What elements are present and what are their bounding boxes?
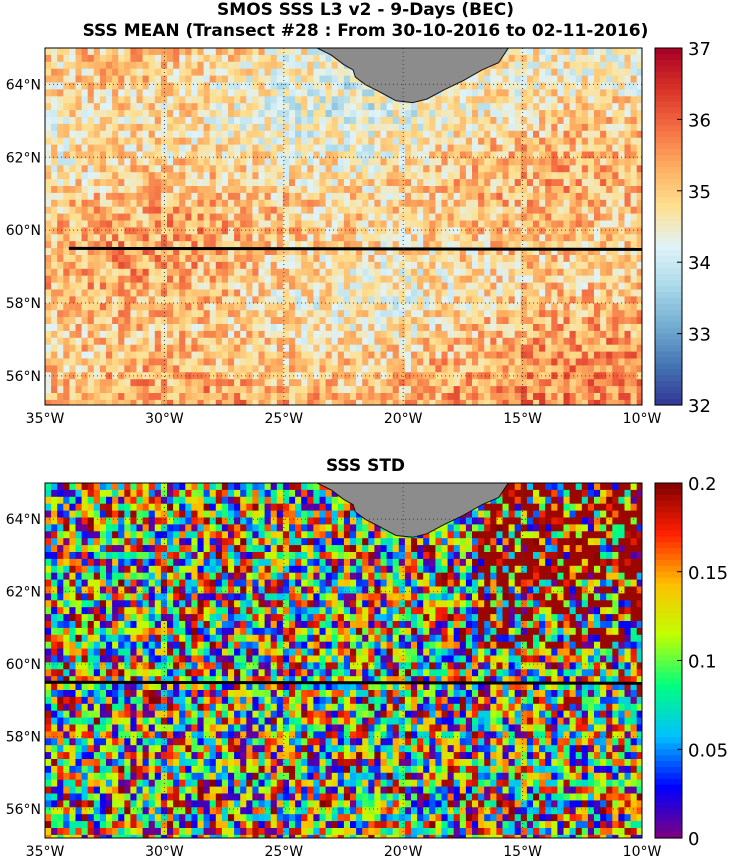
mean-colorbar-tick: 37 [688,39,711,60]
mean-map-frame [44,47,643,406]
std-lon-label: 20°W [384,844,423,860]
mean-lon-label: 25°W [264,411,303,427]
std-colorbar-tick: 0.15 [688,563,728,584]
std-lat-label: 64°N [6,512,41,528]
mean-colorbar-frame [654,47,683,406]
std-panel: 35°W 30°W 25°W 20°W 15°W 10°W 64°N 62°N 60°N 58°N… [6,474,728,860]
mean-lat-label: 60°N [6,223,41,239]
mean-land-iceland [316,48,509,104]
mean-colorbar-tick: 35 [688,182,711,203]
std-lon-label: 30°W [145,844,184,860]
map-title-line1: SMOS SSS L3 v2 - 9-Days (BEC) [217,0,514,20]
std-lat-label: 56°N [6,802,41,818]
std-map-title: SSS STD [325,456,406,476]
map-title-line2: SSS MEAN (Transect #28 : From 30-10-2016… [82,21,649,41]
std-map-frame [44,482,643,839]
std-lon-label: 10°W [623,844,662,860]
std-colorbar-tick: 0.1 [688,652,717,673]
std-lat-label: 62°N [6,585,41,601]
mean-lon-label: 15°W [503,411,542,427]
mean-lon-label: 20°W [384,411,423,427]
mean-lat-label: 62°N [6,150,41,166]
std-lon-label: 25°W [264,844,303,860]
mean-field [45,48,642,405]
std-lat-label: 58°N [6,730,41,746]
std-colorbar-tick: 0 [688,829,699,850]
mean-lat-label: 64°N [6,77,41,93]
mean-colorbar-tick: 36 [688,110,711,131]
mean-colorbar-tick: 32 [688,396,711,417]
mean-lon-label: 30°W [145,411,184,427]
std-lon-label: 35°W [26,844,65,860]
mean-lat-label: 56°N [6,369,41,385]
mean-colorbar-tick: 34 [688,253,711,274]
std-field [45,483,642,838]
mean-lat-label: 58°N [6,296,41,312]
std-lat-label: 60°N [6,657,41,673]
mean-lon-label: 35°W [26,411,65,427]
mean-transect-line [68,246,643,251]
mean-panel: 35°W 30°W 25°W 20°W 15°W 10°W 64°N 62°N 60°N 58°N… [6,39,711,427]
mean-colorbar-tick: 33 [688,325,711,346]
mean-colorbar: 32 33 34 35 36 37 [654,39,711,417]
std-lon-label: 15°W [503,844,542,860]
mean-lon-label: 10°W [623,411,662,427]
std-colorbar: 0 0.05 0.1 0.15 0.2 [654,474,728,850]
std-colorbar-tick: 0.2 [688,474,717,495]
std-transect-line [44,680,643,685]
std-land-iceland [316,483,509,538]
std-colorbar-tick: 0.05 [688,740,728,761]
